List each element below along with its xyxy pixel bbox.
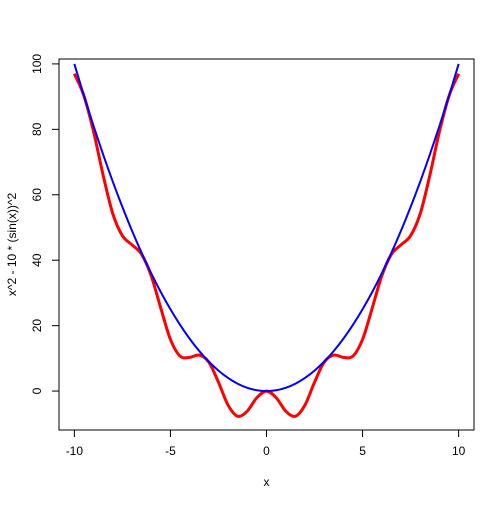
line-series — [73, 63, 460, 393]
y-tick-label: 60 — [30, 188, 44, 202]
x-tick-label: 0 — [263, 444, 270, 458]
y-tick-label: 20 — [30, 319, 44, 333]
x-tick-label: 5 — [359, 444, 366, 458]
y-tick-label: 80 — [30, 122, 44, 136]
y-tick-label: 40 — [30, 253, 44, 267]
y-tick-label: 0 — [30, 387, 44, 394]
x-tick-label: -10 — [66, 444, 84, 458]
y-tick-label: 100 — [30, 54, 44, 74]
plot-box — [58, 58, 475, 431]
y-axis-label: x^2 - 10 * (sin(x))^2 — [5, 193, 19, 297]
line-series — [72, 73, 461, 418]
x-tick-label: -5 — [165, 444, 176, 458]
x-tick-label: 10 — [452, 444, 466, 458]
x-axis-label: x — [264, 475, 270, 489]
